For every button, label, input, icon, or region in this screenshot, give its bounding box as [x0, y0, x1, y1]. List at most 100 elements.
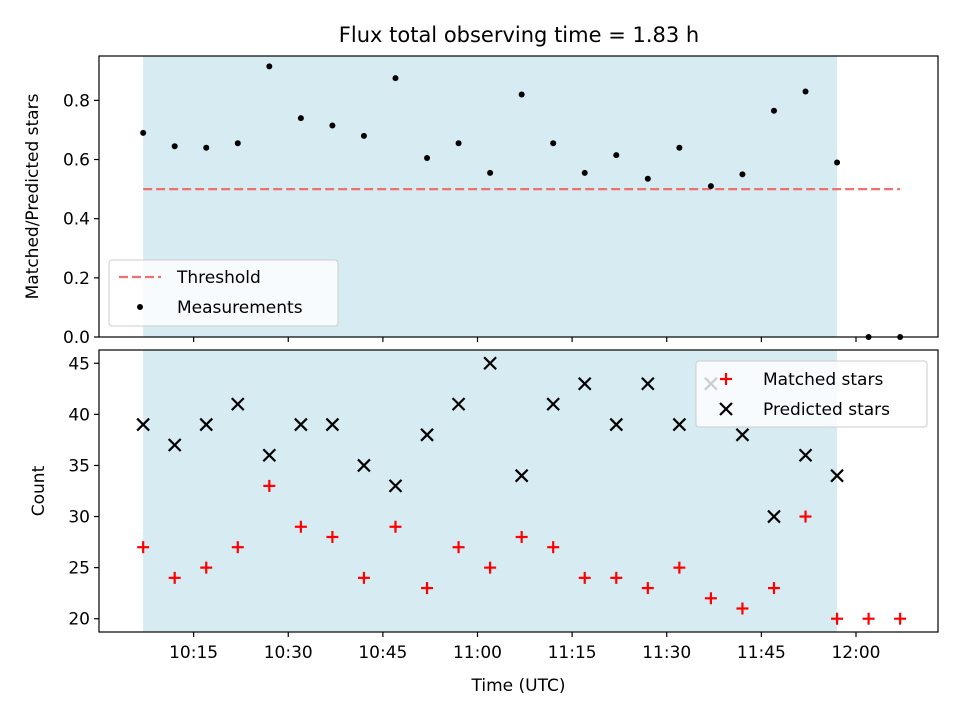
- measurement-point: [360, 132, 367, 139]
- ratio-y-axis-label: Matched/Predicted stars: [23, 93, 43, 299]
- measurement-point: [770, 107, 777, 114]
- measurement-point: [487, 169, 494, 176]
- predicted-stars-point: [830, 468, 844, 483]
- measurement-point: [834, 159, 841, 166]
- matched-stars-point: [326, 530, 339, 543]
- matched-stars-point: [263, 479, 276, 492]
- measurement-point: [739, 171, 746, 178]
- legend-predicted-symbol: [719, 402, 733, 416]
- predicted-stars-point: [388, 479, 403, 493]
- count-y-axis-label: Count: [29, 465, 49, 516]
- predicted-stars-point: [294, 417, 308, 432]
- measurement-point: [297, 115, 304, 122]
- x-tick-label: 11:00: [453, 643, 502, 663]
- predicted-stars-point: [546, 397, 560, 411]
- measurement-point: [392, 75, 399, 82]
- measurement-point: [455, 140, 462, 147]
- measurement-point: [550, 140, 557, 147]
- ratio-legend-box: [108, 259, 339, 327]
- y-tick-label: 20: [68, 610, 90, 630]
- matched-stars-point: [389, 520, 402, 533]
- measurement-point: [676, 144, 683, 151]
- measurement-point: [802, 88, 809, 95]
- predicted-stars-point: [577, 376, 592, 391]
- matched-stars-point: [831, 612, 844, 625]
- legend-matched-marker: [720, 373, 732, 385]
- predicted-stars-point: [514, 468, 529, 483]
- y-tick-label: 0.4: [63, 210, 90, 230]
- predicted-stars-point: [262, 448, 277, 463]
- legend-measurements-symbol: [137, 304, 143, 310]
- ratio-panel: 0.00.20.40.60.8 Matched/Predicted stars …: [23, 55, 939, 348]
- count-legend: Matched stars Predicted stars: [695, 360, 928, 428]
- y-tick-label: 0.6: [63, 151, 90, 171]
- legend-measurements-label: Measurements: [177, 298, 303, 318]
- predicted-stars-point: [641, 376, 655, 391]
- y-tick-label: 45: [68, 354, 90, 374]
- count-legend-box: [695, 360, 928, 428]
- legend-predicted-marker: [719, 402, 733, 416]
- measurement-point: [329, 122, 336, 129]
- x-tick-label: 10:45: [358, 643, 407, 663]
- matched-stars-point: [578, 571, 591, 584]
- y-tick-label: 25: [68, 559, 90, 579]
- measurement-point: [518, 91, 525, 98]
- predicted-stars-point: [672, 417, 687, 432]
- count-panel: 20 25 30 35 40 45 10:15 10:30 10:45 11:00 11:15 11…: [29, 349, 939, 696]
- measurement-point: [644, 175, 651, 182]
- ratio-y-ticks: 0.0 0.2 0.4 0.6 0.8: [63, 91, 99, 348]
- matched-stars-points: [137, 479, 907, 625]
- matched-stars-point: [641, 582, 654, 595]
- measurement-points: [140, 63, 904, 340]
- predicted-stars-point: [483, 356, 497, 371]
- y-tick-label: 40: [68, 405, 90, 425]
- count-plot-frame: [98, 349, 939, 633]
- legend-matched-symbol: [720, 373, 732, 385]
- predicted-stars-point: [451, 397, 466, 411]
- predicted-stars-point: [167, 438, 182, 452]
- chart-title: Flux total observing time = 1.83 h: [339, 23, 699, 47]
- matched-stars-point: [452, 541, 465, 554]
- legend-threshold-label: Threshold: [176, 268, 261, 288]
- predicted-stars-point: [767, 509, 781, 524]
- matched-stars-point: [484, 561, 497, 574]
- matched-stars-point: [137, 541, 150, 554]
- predicted-stars-point: [231, 397, 245, 411]
- matched-stars-point: [294, 520, 307, 533]
- predicted-stars-point: [325, 417, 340, 432]
- matched-stars-point: [421, 582, 434, 595]
- matched-stars-point: [231, 541, 244, 554]
- y-tick-label: 0.8: [63, 91, 90, 111]
- predicted-stars-point: [136, 417, 150, 432]
- measurement-point: [424, 155, 431, 162]
- matched-stars-point: [515, 530, 528, 543]
- matched-stars-point: [736, 602, 749, 615]
- x-tick-label: 11:15: [548, 643, 597, 663]
- predicted-stars-point: [798, 448, 813, 463]
- x-tick-label: 11:30: [642, 643, 691, 663]
- measurement-point: [707, 183, 714, 190]
- matched-stars-point: [547, 541, 560, 554]
- measurement-point: [140, 129, 147, 136]
- matched-stars-point: [799, 510, 812, 523]
- y-tick-label: 30: [68, 508, 90, 528]
- matched-stars-point: [673, 561, 686, 574]
- legend-predicted-label: Predicted stars: [763, 400, 890, 420]
- matched-stars-point: [200, 561, 213, 574]
- x-tick-label: 10:15: [169, 643, 218, 663]
- x-axis-label: Time (UTC): [471, 676, 566, 696]
- matched-stars-point: [610, 571, 623, 584]
- x-tick-label: 11:45: [737, 643, 786, 663]
- x-tick-label: 10:30: [264, 643, 313, 663]
- measurement-point: [234, 140, 241, 147]
- measurement-point: [171, 143, 178, 150]
- predicted-stars-point: [420, 428, 434, 442]
- measurement-point: [581, 169, 588, 176]
- measurement-point: [266, 63, 273, 70]
- ratio-plot-frame: [98, 55, 939, 338]
- y-tick-label: 35: [68, 456, 90, 476]
- ratio-legend: Threshold Measurements: [108, 259, 339, 327]
- measurement-point: [613, 152, 620, 159]
- predicted-stars-point: [357, 458, 371, 473]
- ratio-x-ticks: [193, 337, 857, 342]
